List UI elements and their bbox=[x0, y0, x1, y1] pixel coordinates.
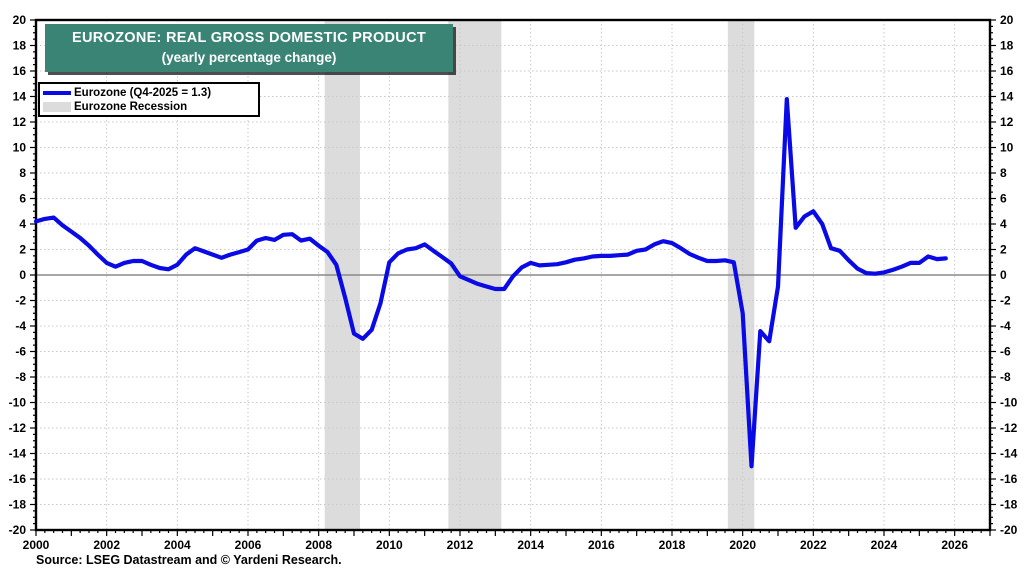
y-axis-label-right: 2 bbox=[1000, 243, 1007, 257]
y-axis-label-left: 8 bbox=[19, 166, 26, 180]
y-axis-label-right: -14 bbox=[1000, 447, 1018, 461]
x-axis-label: 2020 bbox=[729, 538, 756, 552]
x-axis-label: 2024 bbox=[871, 538, 898, 552]
x-axis-label: 2026 bbox=[941, 538, 968, 552]
legend-recession-label: Eurozone Recession bbox=[74, 100, 188, 113]
x-axis-label: 2012 bbox=[447, 538, 474, 552]
y-axis-label-left: 18 bbox=[13, 39, 27, 53]
x-axis-label: 2006 bbox=[235, 538, 262, 552]
x-axis-label: 2014 bbox=[517, 538, 544, 552]
y-axis-label-left: -16 bbox=[9, 472, 27, 486]
y-axis-label-left: -6 bbox=[15, 345, 26, 359]
y-axis-label-left: -2 bbox=[15, 294, 26, 308]
source-attribution: Source: LSEG Datastream and © Yardeni Re… bbox=[36, 553, 342, 567]
legend: Eurozone (Q4-2025 = 1.3) Eurozone Recess… bbox=[38, 82, 260, 117]
y-axis-label-right: 20 bbox=[1000, 13, 1014, 27]
y-axis-label-right: -20 bbox=[1000, 523, 1018, 537]
y-axis-label-left: 2 bbox=[19, 243, 26, 257]
y-axis-label-left: -8 bbox=[15, 370, 26, 384]
y-axis-label-right: -10 bbox=[1000, 396, 1018, 410]
y-axis-label-left: 6 bbox=[19, 192, 26, 206]
y-axis-label-left: -14 bbox=[9, 447, 27, 461]
chart-title-box: EUROZONE: REAL GROSS DOMESTIC PRODUCT (y… bbox=[45, 24, 453, 72]
y-axis-label-right: 8 bbox=[1000, 166, 1007, 180]
y-axis-label-left: 0 bbox=[19, 268, 26, 282]
y-axis-label-right: -12 bbox=[1000, 421, 1018, 435]
series-line-swatch-wrap bbox=[40, 90, 74, 95]
legend-series-label: Eurozone (Q4-2025 = 1.3) bbox=[74, 86, 212, 99]
y-axis-label-left: -18 bbox=[9, 498, 27, 512]
y-axis-label-right: 14 bbox=[1000, 90, 1014, 104]
x-axis-label: 2022 bbox=[800, 538, 827, 552]
y-axis-label-right: -2 bbox=[1000, 294, 1011, 308]
y-axis-label-left: -10 bbox=[9, 396, 27, 410]
y-axis-label-left: 4 bbox=[19, 217, 26, 231]
chart-subtitle: (yearly percentage change) bbox=[161, 50, 337, 65]
x-axis-label: 2018 bbox=[659, 538, 686, 552]
y-axis-label-right: -8 bbox=[1000, 370, 1011, 384]
y-axis-label-right: -16 bbox=[1000, 472, 1018, 486]
y-axis-label-right: -18 bbox=[1000, 498, 1018, 512]
recession-swatch bbox=[43, 101, 71, 112]
legend-row-recession: Eurozone Recession bbox=[40, 100, 258, 113]
y-axis-label-left: -4 bbox=[15, 319, 26, 333]
y-axis-label-right: 18 bbox=[1000, 39, 1014, 53]
x-axis-label: 2002 bbox=[93, 538, 120, 552]
y-axis-label-right: -4 bbox=[1000, 319, 1011, 333]
x-axis-label: 2004 bbox=[164, 538, 191, 552]
plot-frame bbox=[34, 18, 992, 532]
series-line-swatch bbox=[43, 90, 71, 95]
y-axis-label-left: 14 bbox=[13, 90, 27, 104]
y-axis-label-left: 20 bbox=[13, 13, 27, 27]
gdp-series-line bbox=[33, 96, 948, 469]
y-axis-label-right: 12 bbox=[1000, 115, 1014, 129]
y-axis-label-right: 4 bbox=[1000, 217, 1007, 231]
x-axis-label: 2016 bbox=[588, 538, 615, 552]
y-axis-label-left: 16 bbox=[13, 64, 27, 78]
x-axis-label: 2010 bbox=[376, 538, 403, 552]
y-axis-label-left: 12 bbox=[13, 115, 27, 129]
y-axis-label-right: 16 bbox=[1000, 64, 1014, 78]
x-axis-label: 2000 bbox=[23, 538, 50, 552]
y-axis-label-right: -6 bbox=[1000, 345, 1011, 359]
y-axis-label-right: 6 bbox=[1000, 192, 1007, 206]
y-axis-label-left: -20 bbox=[9, 523, 27, 537]
y-axis-label-left: -12 bbox=[9, 421, 27, 435]
y-axis-label-right: 10 bbox=[1000, 141, 1014, 155]
y-axis-label-right: 0 bbox=[1000, 268, 1007, 282]
chart-title: EUROZONE: REAL GROSS DOMESTIC PRODUCT bbox=[71, 30, 427, 47]
y-axis-label-left: 10 bbox=[13, 141, 27, 155]
x-axis-label: 2008 bbox=[305, 538, 332, 552]
legend-row-series: Eurozone (Q4-2025 = 1.3) bbox=[40, 86, 258, 99]
recession-swatch-wrap bbox=[40, 101, 74, 112]
